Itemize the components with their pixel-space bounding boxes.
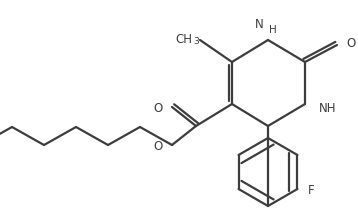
Text: O: O [154, 101, 163, 115]
Text: N: N [255, 18, 264, 31]
Text: O: O [154, 141, 163, 153]
Text: NH: NH [319, 101, 337, 115]
Text: F: F [308, 184, 314, 198]
Text: O: O [346, 36, 355, 50]
Text: H: H [269, 25, 277, 35]
Text: 3: 3 [193, 37, 199, 46]
Text: CH: CH [175, 32, 192, 46]
